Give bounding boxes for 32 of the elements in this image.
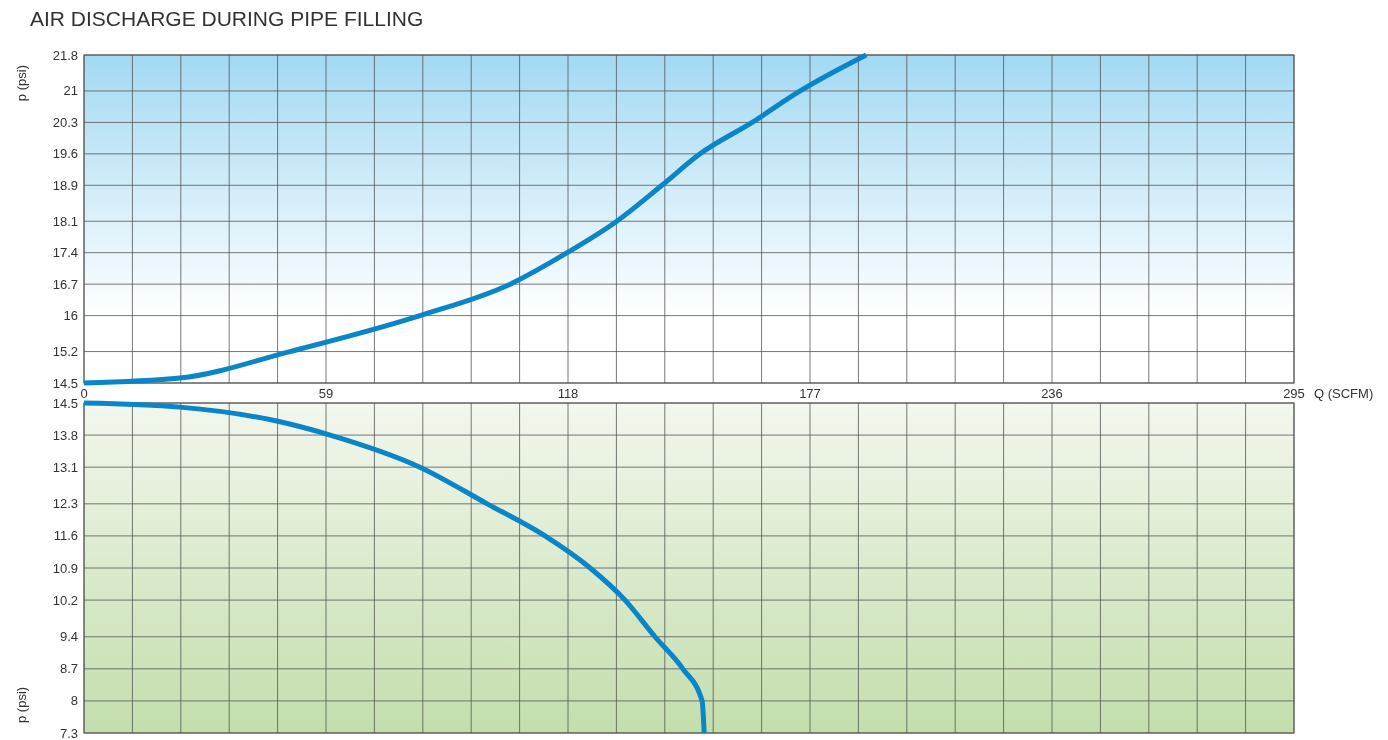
- y-tick-label: 20.3: [52, 114, 78, 130]
- x-tick-label: 236: [1041, 386, 1063, 401]
- y-tick-label: 7.3: [59, 725, 78, 740]
- y-tick-label: 10.9: [52, 560, 78, 576]
- y-tick-label: 19.6: [52, 146, 78, 162]
- y-tick-label: 16.7: [52, 276, 78, 292]
- y-tick-label: 10.2: [52, 592, 78, 608]
- y-tick-label: 17.4: [52, 245, 78, 261]
- x-tick-label: 177: [799, 386, 821, 401]
- y-tick-label: 8: [70, 693, 78, 709]
- x-tick-label: 59: [318, 386, 334, 401]
- y-tick-label: 9.4: [59, 629, 78, 645]
- y-tick-label: 13.8: [52, 427, 78, 443]
- y-tick-label: 14.5: [52, 375, 78, 391]
- y-axis-title: p (psi): [14, 65, 29, 102]
- chart-title: AIR DISCHARGE DURING PIPE FILLING: [30, 7, 424, 30]
- x-axis-title: Q (SCFM): [1314, 386, 1374, 401]
- y-tick-label: 8.7: [59, 661, 78, 677]
- y-tick-label: 15.2: [52, 344, 78, 360]
- y-tick-label: 14.5: [52, 395, 78, 411]
- y-tick-label: 21.8: [52, 47, 78, 63]
- x-tick-label: 118: [557, 386, 579, 401]
- x-tick-label: 295: [1283, 386, 1305, 401]
- y-axis-title: p (psi): [14, 686, 29, 723]
- y-tick-label: 18.1: [52, 213, 78, 229]
- y-tick-label: 13.1: [52, 459, 78, 475]
- y-tick-label: 18.9: [52, 177, 78, 193]
- y-tick-label: 21: [63, 83, 78, 99]
- y-tick-label: 11.6: [53, 528, 78, 544]
- y-tick-label: 16: [63, 308, 78, 324]
- y-tick-label: 12.3: [52, 496, 78, 512]
- x-tick-label: 0: [80, 386, 88, 401]
